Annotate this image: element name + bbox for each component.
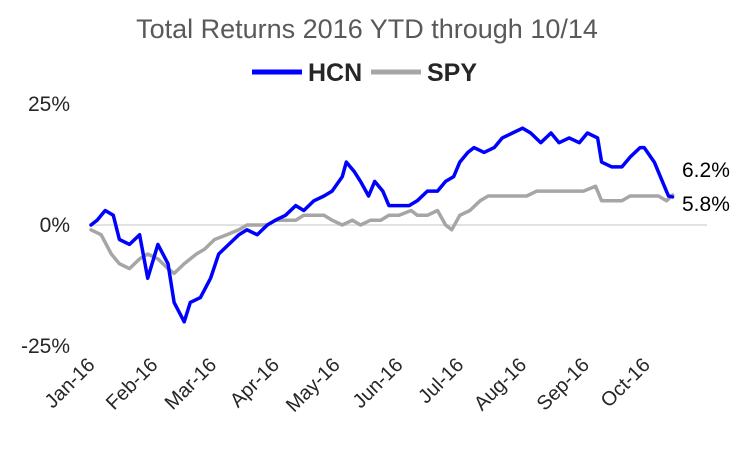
legend-label-spy: SPY	[427, 59, 477, 87]
series-line-hcn	[89, 126, 675, 324]
x-tick-label: Apr-16	[226, 354, 284, 412]
series-line-spy	[89, 184, 675, 276]
x-tick-label: Mar-16	[161, 354, 221, 414]
y-tick-label: 25%	[28, 93, 70, 116]
end-labels: 6.2% 5.8%	[682, 159, 730, 216]
x-tick-label: Sep-16	[533, 354, 594, 415]
x-tick-label: Oct-16	[597, 354, 655, 412]
y-tick-label: -25%	[21, 335, 70, 358]
x-tick-label: Jun-16	[349, 354, 408, 413]
end-label-hcn: 5.8%	[682, 193, 730, 216]
end-label-spy: 6.2%	[682, 159, 730, 182]
x-tick-label: Aug-16	[470, 354, 531, 415]
x-tick-label: Jul-16	[414, 354, 468, 408]
x-tick-label: May-16	[282, 354, 345, 417]
y-tick-label: 0%	[40, 214, 70, 237]
x-tick-label: Feb-16	[102, 354, 162, 414]
legend-label-hcn: HCN	[308, 59, 362, 87]
x-tick-label: Jan-16	[41, 354, 100, 413]
chart-title: Total Returns 2016 YTD through 10/14	[136, 14, 598, 44]
y-axis: 25% 0% -25%	[21, 93, 70, 358]
legend: HCN SPY	[252, 59, 477, 87]
series-layer	[89, 126, 675, 324]
